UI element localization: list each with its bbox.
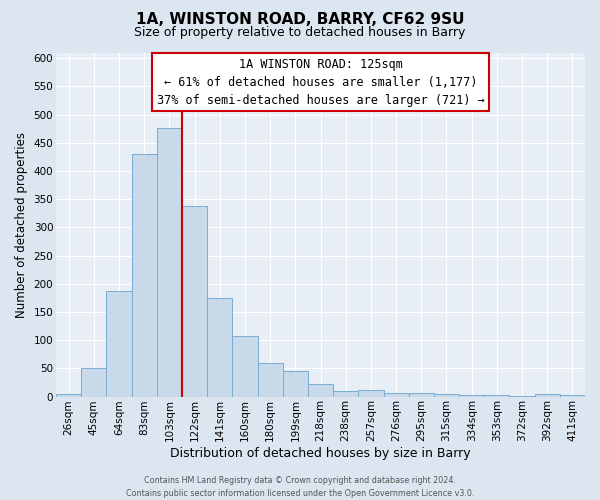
Bar (81, 368, 106, 396)
Bar (157, 128, 182, 396)
Y-axis label: Number of detached properties: Number of detached properties (15, 132, 28, 318)
Bar (283, 371, 308, 396)
Bar (333, 391, 358, 396)
Bar (182, 206, 207, 396)
Bar (232, 336, 257, 396)
Text: Size of property relative to detached houses in Barry: Size of property relative to detached ho… (134, 26, 466, 39)
Bar (484, 395, 509, 396)
Text: 1A WINSTON ROAD: 125sqm
← 61% of detached houses are smaller (1,177)
37% of semi: 1A WINSTON ROAD: 125sqm ← 61% of detache… (157, 58, 484, 106)
Bar (409, 393, 434, 396)
Bar (106, 290, 131, 397)
Bar (358, 390, 383, 396)
Bar (207, 298, 232, 396)
Bar (434, 394, 459, 396)
Text: 1A, WINSTON ROAD, BARRY, CF62 9SU: 1A, WINSTON ROAD, BARRY, CF62 9SU (136, 12, 464, 28)
Bar (535, 394, 560, 396)
X-axis label: Distribution of detached houses by size in Barry: Distribution of detached houses by size … (170, 447, 471, 460)
Bar (308, 384, 333, 396)
Bar (131, 154, 157, 396)
Bar (56, 394, 81, 396)
Text: Contains HM Land Registry data © Crown copyright and database right 2024.
Contai: Contains HM Land Registry data © Crown c… (126, 476, 474, 498)
Bar (257, 362, 283, 396)
Bar (383, 392, 409, 396)
